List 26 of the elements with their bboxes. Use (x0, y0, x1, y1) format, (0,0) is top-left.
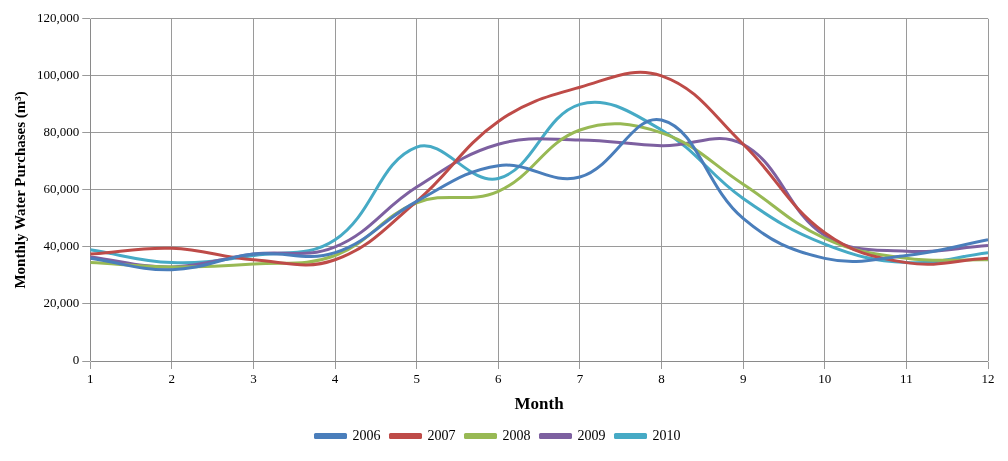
y-tick-label: 60,000 (43, 181, 80, 197)
y-tick-label: 20,000 (43, 295, 80, 311)
y-tick-label: 100,000 (37, 67, 80, 83)
legend-label: 2006 (352, 427, 381, 443)
x-tick-label: 3 (250, 371, 257, 387)
x-axis-title: Month (514, 394, 565, 414)
x-tick-label: 6 (495, 371, 503, 387)
x-tick-label: 4 (331, 371, 339, 387)
legend-label: 2009 (577, 427, 606, 443)
y-tick-label: 80,000 (43, 124, 80, 140)
x-tick-label: 11 (900, 371, 913, 387)
legend-label: 2010 (652, 427, 681, 443)
legend-label: 2008 (502, 427, 531, 443)
x-tick-label: 8 (658, 371, 665, 387)
x-tick-label: 5 (413, 371, 420, 387)
x-tick-label: 1 (87, 371, 94, 387)
legend-label: 2007 (427, 427, 456, 443)
x-tick-label: 9 (739, 371, 747, 387)
y-tick-label: 40,000 (43, 238, 80, 254)
x-tick-label: 7 (576, 371, 584, 387)
y-axis-title: Monthly Water Purchases (m³) (11, 91, 29, 289)
x-tick-label: 12 (981, 371, 995, 387)
y-tick-label: 0 (72, 352, 80, 368)
x-tick-label: 10 (818, 371, 832, 387)
x-tick-label: 2 (168, 371, 176, 387)
y-tick-label: 120,000 (37, 10, 80, 26)
